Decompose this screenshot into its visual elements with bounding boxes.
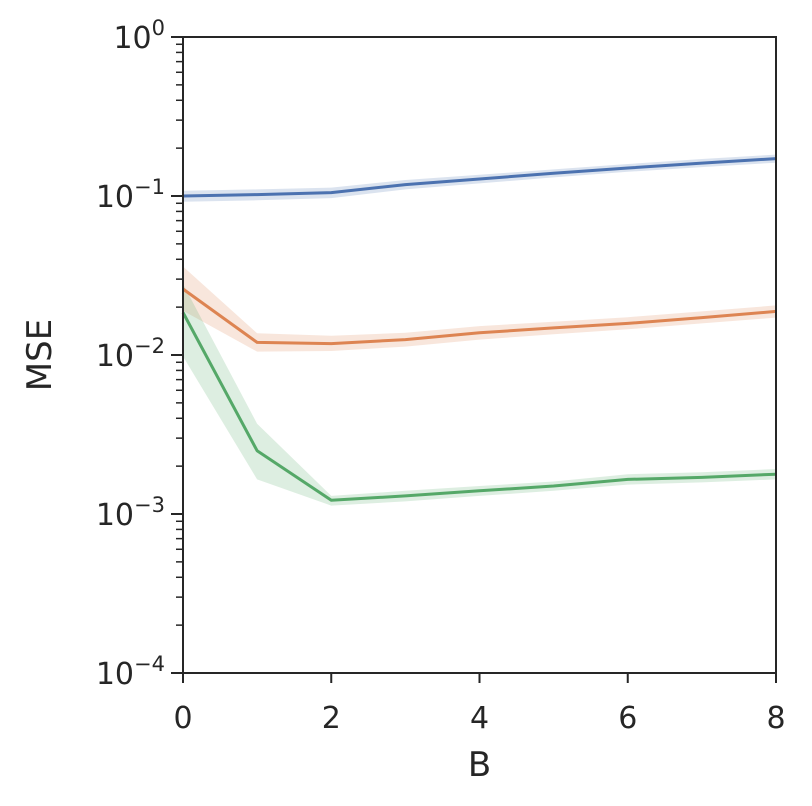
x-tick-label: 6 bbox=[618, 701, 637, 736]
x-tick-label: 0 bbox=[173, 701, 192, 736]
y-axis-label: MSE bbox=[20, 319, 60, 391]
x-axis: 0 2 4 6 8 bbox=[173, 673, 786, 736]
x-tick-label: 4 bbox=[470, 701, 489, 736]
y-tick-label: 10−1 bbox=[96, 175, 165, 215]
x-tick-label: 2 bbox=[322, 701, 341, 736]
plot-area bbox=[183, 37, 776, 673]
series-2-line bbox=[182, 287, 777, 346]
series-1-line bbox=[182, 157, 777, 198]
y-tick-label: 10−2 bbox=[96, 334, 165, 374]
series-3-line bbox=[181, 311, 777, 502]
y-tick-label: 100 bbox=[113, 16, 165, 56]
x-tick-label: 8 bbox=[766, 701, 785, 736]
x-axis-label: B bbox=[468, 745, 491, 785]
series-lines bbox=[181, 157, 777, 502]
y-axis: 100 10−1 10−2 10−3 10−4 bbox=[96, 16, 183, 692]
y-tick-label: 10−3 bbox=[96, 493, 165, 533]
y-tick-label: 10−4 bbox=[96, 652, 165, 692]
series-2-band bbox=[183, 266, 776, 352]
